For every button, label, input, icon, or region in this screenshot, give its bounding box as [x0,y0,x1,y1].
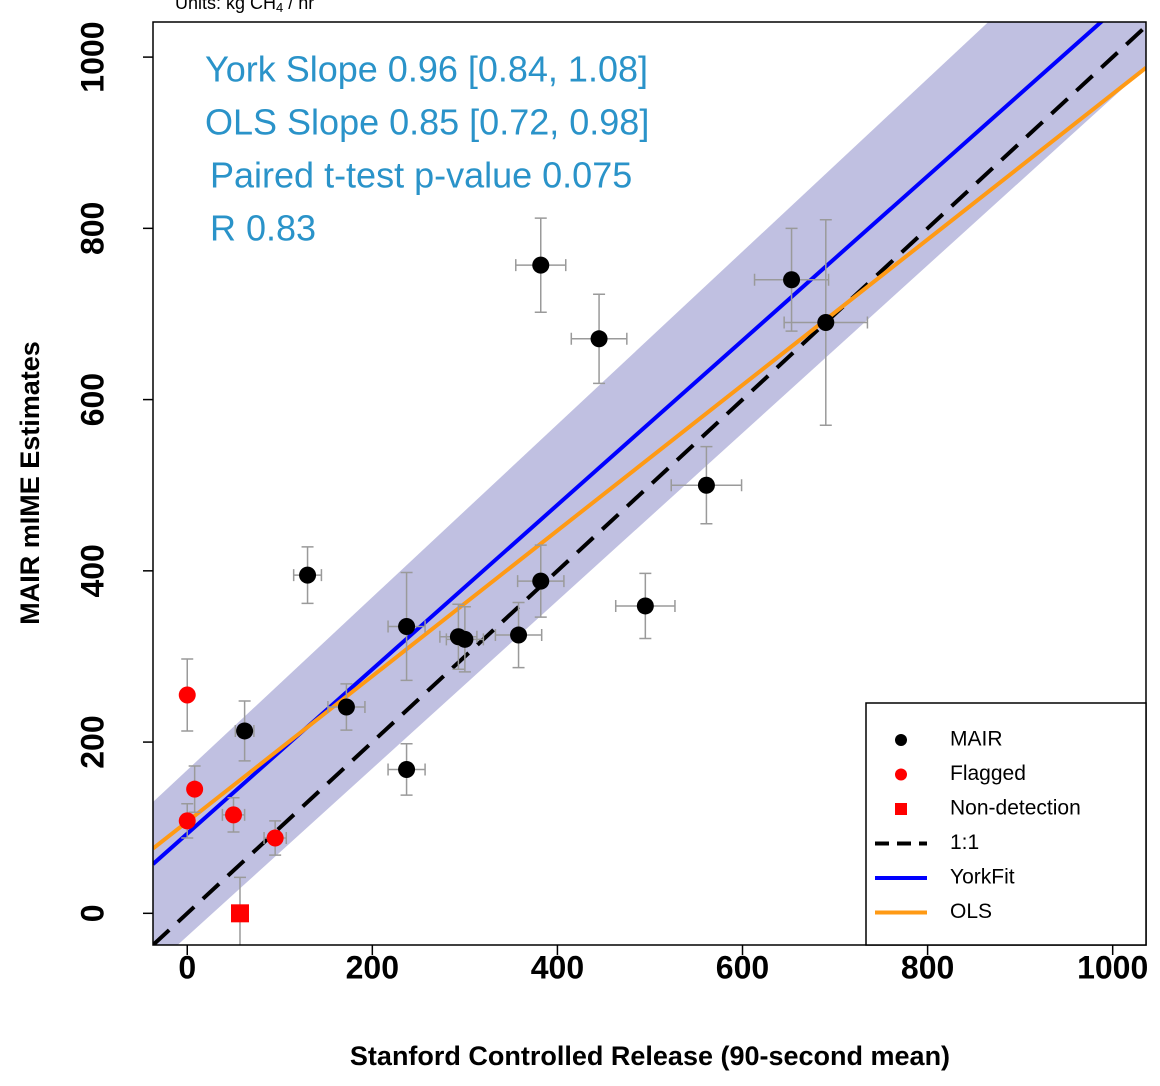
plot-frame [152,21,1147,946]
units-text: / hr [283,0,314,13]
units-sub: 4 [276,0,283,15]
point [398,760,416,778]
units-label: Units: kg CH4 / hr [175,0,314,15]
plot-area [153,22,1146,945]
annotation: R 0.83 [210,208,316,249]
legend-label: Non-detection [950,797,1081,820]
point [697,476,715,494]
point [398,617,416,635]
x-axis-label: Stanford Controlled Release (90-second m… [350,1041,950,1071]
point [299,566,317,584]
point [225,806,243,824]
x-tick-label: 0 [178,949,196,985]
legend-label: 1:1 [950,831,979,854]
point [636,597,654,615]
y-tick-label: 400 [74,544,110,597]
x-tick-label: 600 [716,949,769,985]
point [510,626,528,644]
y-tick-label: 0 [74,904,110,922]
point [532,256,550,274]
legend-swatch [895,734,907,746]
point [456,630,474,648]
x-tick-label: 200 [346,949,399,985]
y-tick-label: 600 [74,373,110,426]
point [178,812,196,830]
annotation: OLS Slope 0.85 [0.72, 0.98] [205,102,649,143]
annotation: York Slope 0.96 [0.84, 1.08] [205,49,648,90]
y-tick-label: 1000 [74,22,110,93]
legend-label: Flagged [950,762,1026,785]
fit-line [153,24,1146,945]
legend-swatch [895,768,907,781]
point [186,780,204,798]
legend-label: OLS [950,900,992,923]
x-tick-label: 800 [901,949,954,985]
point [783,271,801,289]
point [817,314,835,332]
y-tick-label: 200 [74,715,110,768]
point [590,330,608,348]
confidence-band [153,22,1146,945]
point [532,572,550,590]
point [178,686,196,704]
legend-label: YorkFit [950,866,1015,889]
annotation: Paired t-test p-value 0.075 [210,155,632,196]
units-text: Units: kg CH [175,0,276,13]
legend-box [865,702,1147,946]
point [230,904,249,923]
point [236,722,254,740]
x-tick-label: 400 [531,949,584,985]
y-axis-label: MAIR mIME Estimates [15,341,45,625]
point [337,698,355,716]
legend-label: MAIR [950,728,1003,751]
y-tick-label: 800 [74,202,110,255]
fit-line [153,66,1146,851]
point [266,829,284,847]
x-tick-label: 1000 [1077,949,1148,985]
legend-swatch [895,803,907,815]
